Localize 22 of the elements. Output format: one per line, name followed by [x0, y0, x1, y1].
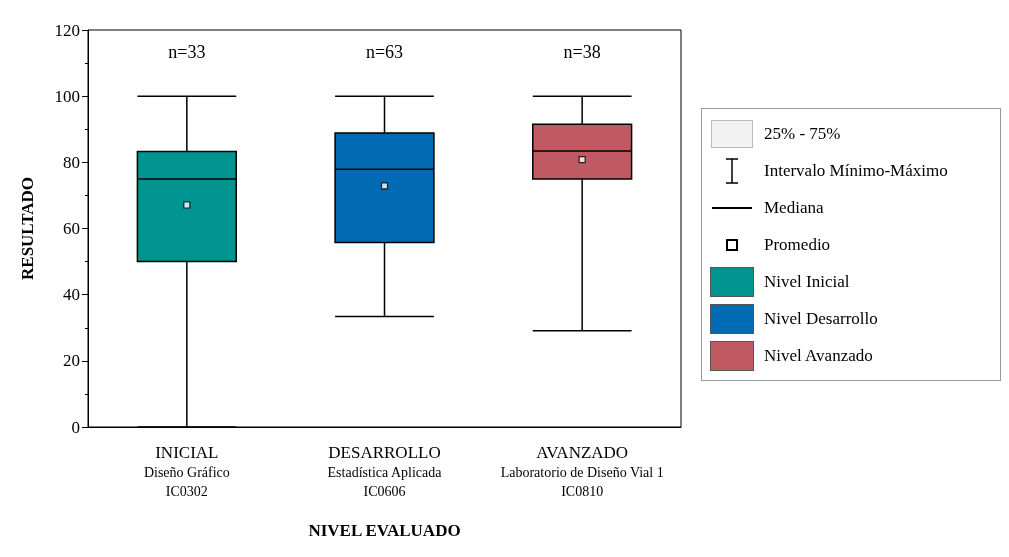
y-tick-label: 120: [54, 20, 80, 40]
legend-label: Nivel Inicial: [764, 271, 850, 292]
legend-label: Nivel Avanzado: [764, 345, 873, 366]
annotation: n=33: [168, 42, 206, 62]
y-axis-title: RESULTADO: [18, 177, 37, 280]
x-tick-label: DESARROLLO Estadística Aplicada IC0606: [327, 442, 443, 499]
x-tick-label: AVANZADO Laboratorio de Diseño Vial 1 IC0810: [500, 442, 664, 499]
y-tick-label: 60: [63, 219, 80, 238]
text: 25% - 75%: [764, 123, 841, 143]
y-tick-label: 40: [63, 285, 80, 305]
x-axis-title: NIVEL EVALUADO: [308, 521, 461, 540]
y-tick-label: 100: [54, 86, 80, 106]
y-tick-label: 80: [63, 152, 80, 172]
legend-label: Nivel Desarrollo: [764, 308, 878, 329]
annotation: n=63: [365, 42, 404, 62]
x-tick-label: INICIAL Diseño Gráfico IC0302: [143, 442, 230, 499]
text: Mediana: [764, 197, 824, 217]
text: Promedio: [764, 234, 831, 254]
y-tick-label: 20: [63, 351, 80, 371]
y-tick-label: 0: [71, 417, 80, 437]
annotation: n=38: [563, 42, 601, 62]
text: Intervalo Mínimo-Máximo: [764, 160, 948, 180]
